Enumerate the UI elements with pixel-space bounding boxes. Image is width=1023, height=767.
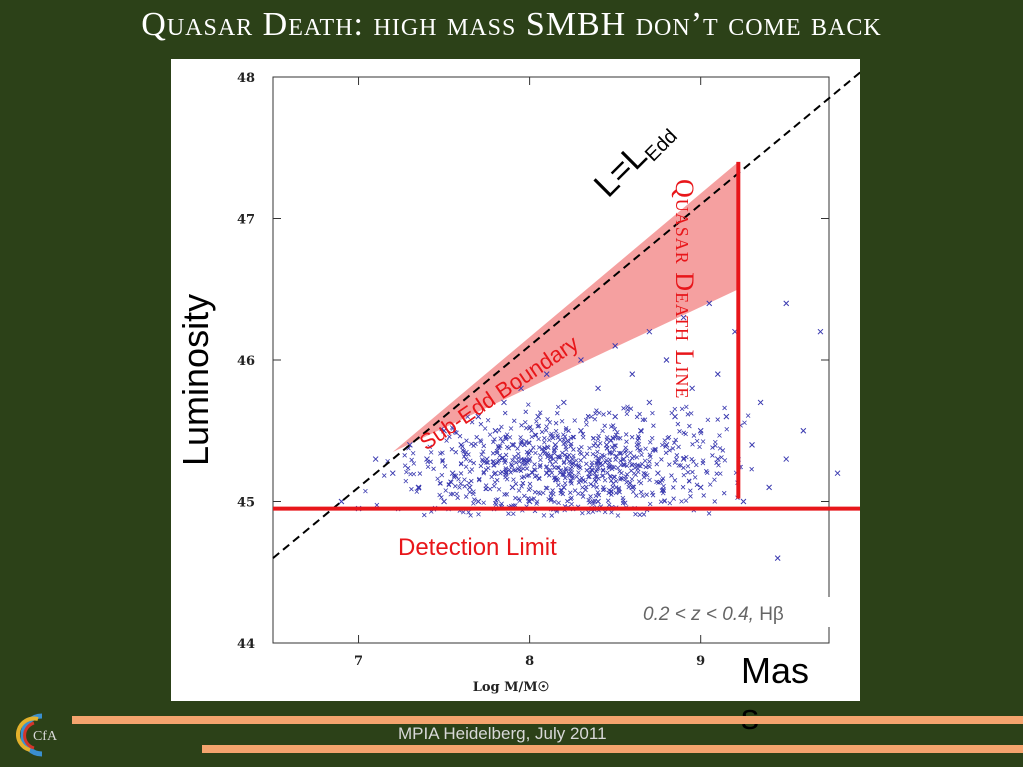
data-point (680, 314, 687, 321)
data-point-cloud (363, 402, 754, 518)
mass-label: Mass (741, 650, 810, 737)
data-point (466, 484, 473, 491)
data-point (560, 399, 567, 406)
data-point (449, 470, 456, 477)
cfa-logo: CfA (16, 710, 70, 760)
chart-line-0 (272, 71, 860, 559)
data-point (697, 427, 704, 434)
data-point (569, 456, 576, 462)
scatter-chart: 7 8 9 44 45 46 47 48 Log M/M☉ L=LEdd Quasar Dea… (237, 71, 860, 695)
data-point (441, 427, 447, 434)
x-tick-label: 9 (696, 654, 705, 669)
x-tick-label: 8 (525, 654, 534, 669)
data-point (518, 385, 524, 392)
data-point (578, 427, 584, 434)
data-point (646, 399, 653, 406)
data-point (663, 357, 670, 363)
data-point (415, 484, 422, 491)
svg-text:0.2 < z < 0.4, Hβ: 0.2 < z < 0.4, Hβ (643, 604, 784, 625)
detection-limit-label: Detection Limit (398, 534, 557, 561)
cfa-logo-text: CfA (33, 729, 58, 744)
data-point (817, 328, 824, 335)
data-point (612, 413, 619, 420)
data-point (475, 413, 482, 420)
footer-bar-bottom (202, 745, 1023, 753)
data-point (663, 442, 670, 448)
hbeta-label: Hβ (759, 604, 784, 625)
plot-panel: 7 8 9 44 45 46 47 48 Log M/M☉ L=LEdd Quasar Dea… (171, 59, 860, 701)
data-point (783, 300, 790, 307)
slide-title: Quasar Death: high mass SMBH don’t come … (141, 6, 882, 43)
data-point (595, 385, 601, 392)
y-tick-label: 46 (237, 354, 255, 369)
data-point (766, 484, 772, 491)
x-axis-label: Log M/M☉ (473, 680, 550, 695)
death-line-label: Quasar Death Line (670, 179, 699, 399)
data-point (646, 328, 653, 335)
data-point (501, 399, 507, 406)
data-point (389, 470, 396, 477)
data-point (723, 413, 730, 420)
data-point (774, 555, 781, 561)
data-point (800, 427, 807, 434)
data-point (689, 385, 695, 392)
data-point (629, 371, 636, 378)
luminosity-label: Luminosity (175, 293, 216, 466)
data-point (578, 357, 584, 363)
data-point (612, 342, 619, 349)
y-tick-label: 48 (237, 71, 255, 86)
y-tick-label: 44 (237, 637, 255, 652)
y-tick-label: 45 (237, 496, 255, 511)
data-point (740, 498, 747, 505)
data-point (749, 442, 755, 448)
svg-text:L=LEdd: L=LEdd (587, 112, 682, 207)
data-point (372, 456, 379, 462)
data-point (535, 413, 542, 420)
data-point (655, 470, 661, 477)
data-point (492, 427, 499, 434)
footer-bar-top (72, 716, 1023, 724)
data-point (714, 371, 721, 378)
data-point (475, 498, 482, 505)
footer-text: MPIA Heidelberg, July 2011 (398, 724, 607, 743)
y-tick-label: 47 (237, 213, 255, 228)
data-point (714, 456, 721, 462)
edd-label: L=LEdd (587, 112, 682, 207)
x-tick-label: 7 (354, 654, 363, 669)
redshift-range: 0.2 < z < 0.4, (643, 604, 754, 625)
data-point (543, 371, 550, 378)
data-point (757, 399, 764, 406)
redshift-annotation: 0.2 < z < 0.4, Hβ (639, 597, 839, 627)
data-point (834, 470, 841, 477)
data-point (783, 456, 790, 462)
data-point (441, 498, 447, 505)
data-point (697, 484, 704, 491)
data-point (706, 300, 713, 307)
